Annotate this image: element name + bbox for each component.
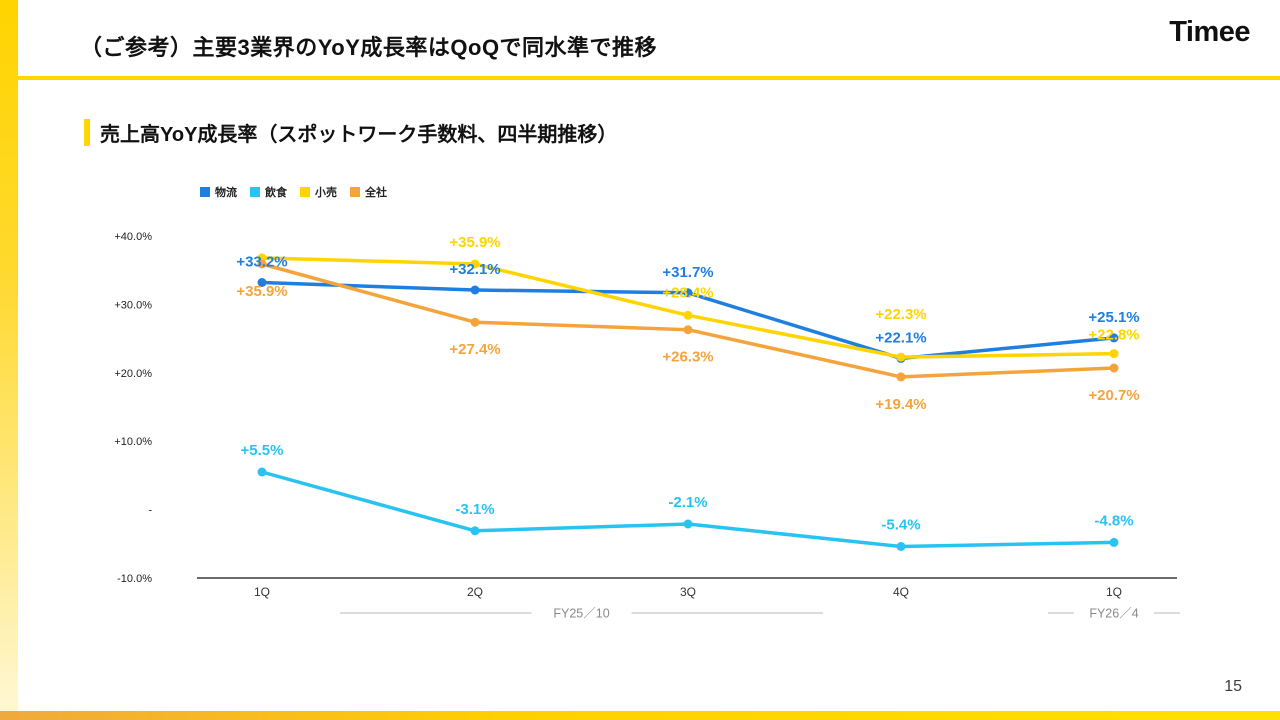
left-accent-bar — [0, 0, 18, 720]
x-tick-label: 4Q — [893, 585, 909, 599]
value-label-全社: +20.7% — [1088, 387, 1139, 404]
x-group-label: FY25／10 — [553, 607, 609, 621]
series-point-小売 — [683, 310, 693, 320]
legend-swatch — [200, 187, 210, 197]
chart-section-heading: 売上高YoY成長率（スポットワーク手数料、四半期推移） — [84, 118, 617, 147]
value-label-物流: +31.7% — [662, 264, 713, 281]
value-label-小売: +22.3% — [875, 306, 926, 323]
legend-item: 全社 — [350, 184, 387, 200]
series-point-全社 — [1109, 363, 1119, 373]
series-point-飲食 — [1109, 537, 1119, 547]
value-label-飲食: -5.4% — [881, 517, 920, 534]
y-tick-label: +30.0% — [114, 299, 152, 311]
chart-legend: 物流 飲食 小売 全社 — [200, 184, 387, 200]
series-point-全社 — [896, 372, 906, 382]
series-point-物流 — [257, 278, 267, 287]
value-label-小売: +22.8% — [1088, 327, 1139, 344]
chart-title: 売上高YoY成長率（スポットワーク手数料、四半期推移） — [100, 124, 618, 146]
timee-logo: Timee — [1169, 16, 1250, 48]
slide-title: （ご参考）主要3業界のYoY成長率はQoQで同水準で推移 — [80, 35, 658, 60]
value-label-全社: +35.9% — [236, 283, 287, 300]
header-divider — [18, 76, 1280, 80]
legend-item: 小売 — [300, 184, 337, 200]
legend-label: 全社 — [365, 187, 387, 199]
series-point-小売 — [470, 259, 480, 269]
legend-item: 物流 — [200, 184, 237, 200]
series-point-飲食 — [683, 519, 693, 529]
legend-label: 飲食 — [265, 187, 287, 199]
value-label-物流: +25.1% — [1088, 309, 1139, 326]
legend-label: 小売 — [315, 187, 337, 199]
series-point-全社 — [257, 259, 267, 269]
bottom-accent-bar — [0, 711, 1280, 720]
x-tick-label: 2Q — [467, 585, 483, 599]
value-label-飲食: -3.1% — [455, 501, 494, 518]
value-label-全社: +26.3% — [662, 349, 713, 366]
x-tick-label: 3Q — [680, 585, 696, 599]
value-label-全社: +19.4% — [875, 396, 926, 413]
series-point-小売 — [896, 352, 906, 362]
x-tick-label: 1Q — [254, 585, 270, 599]
legend-swatch — [350, 187, 360, 197]
value-label-飲食: -4.8% — [1094, 512, 1133, 529]
legend-item: 飲食 — [250, 184, 287, 200]
heading-marker — [84, 119, 90, 146]
series-point-全社 — [470, 317, 480, 327]
value-label-小売: +28.4% — [662, 284, 713, 301]
x-group-label: FY26／4 — [1089, 607, 1138, 621]
legend-swatch — [250, 187, 260, 197]
value-label-飲食: +5.5% — [241, 442, 284, 459]
y-tick-label: -10.0% — [117, 573, 152, 585]
series-point-物流 — [683, 288, 693, 298]
legend-label: 物流 — [215, 187, 237, 199]
series-point-飲食 — [470, 526, 480, 536]
x-tick-label: 1Q — [1106, 585, 1122, 599]
y-tick-label: +40.0% — [114, 231, 152, 243]
value-label-物流: +32.1% — [449, 261, 500, 278]
value-label-全社: +27.4% — [449, 341, 500, 358]
y-tick-label: +20.0% — [114, 368, 152, 380]
page-number: 15 — [1224, 678, 1242, 695]
y-tick-label: - — [148, 505, 152, 517]
y-tick-label: +10.0% — [114, 436, 152, 448]
series-point-全社 — [683, 325, 693, 335]
value-label-物流: +22.1% — [875, 329, 926, 346]
legend-swatch — [300, 187, 310, 197]
series-point-小売 — [1109, 349, 1119, 359]
series-point-物流 — [470, 285, 480, 295]
value-label-飲食: -2.1% — [668, 494, 707, 511]
value-label-物流: +33.2% — [236, 254, 287, 271]
series-point-物流 — [1109, 333, 1119, 343]
series-point-飲食 — [896, 542, 906, 551]
series-point-飲食 — [257, 467, 267, 477]
value-label-小売: +35.9% — [449, 234, 500, 251]
